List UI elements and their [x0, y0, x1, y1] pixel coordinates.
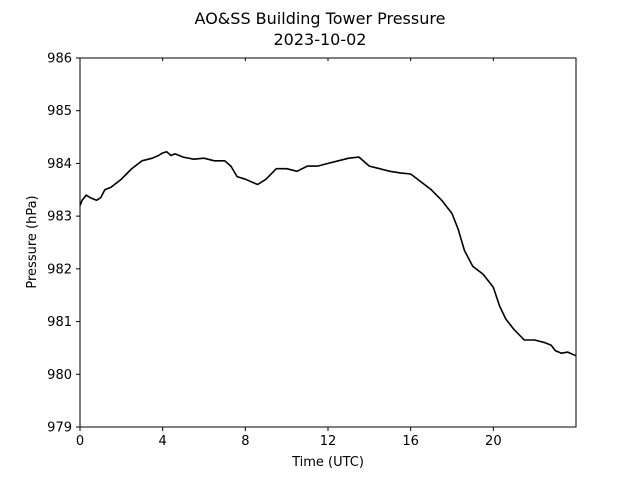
chart-subtitle: 2023-10-02 — [274, 30, 367, 49]
y-tick-label: 986 — [47, 52, 72, 67]
x-tick-label: 4 — [159, 434, 167, 449]
y-tick-label: 984 — [47, 157, 72, 172]
x-tick-label: 20 — [485, 434, 502, 449]
x-tick-label: 8 — [241, 434, 249, 449]
chart-title: AO&SS Building Tower Pressure — [195, 9, 446, 28]
x-tick-label: 16 — [402, 434, 419, 449]
y-tick-label: 985 — [47, 104, 72, 119]
y-tick-label: 983 — [47, 210, 72, 225]
x-axis-label: Time (UTC) — [291, 455, 364, 470]
y-tick-label: 981 — [47, 315, 72, 330]
pressure-series-line — [79, 151, 577, 357]
x-tick-label: 0 — [76, 434, 84, 449]
x-tick-label: 12 — [320, 434, 337, 449]
y-axis-label: Pressure (hPa) — [25, 195, 40, 288]
y-tick-label: 979 — [47, 421, 72, 436]
y-tick-label: 982 — [47, 262, 72, 277]
plot-area-frame — [79, 57, 577, 428]
y-tick-label: 980 — [47, 368, 72, 383]
axis-ticks: 0 4 8 12 16 20 979 980 981 982 983 984 985 986 — [47, 52, 501, 450]
